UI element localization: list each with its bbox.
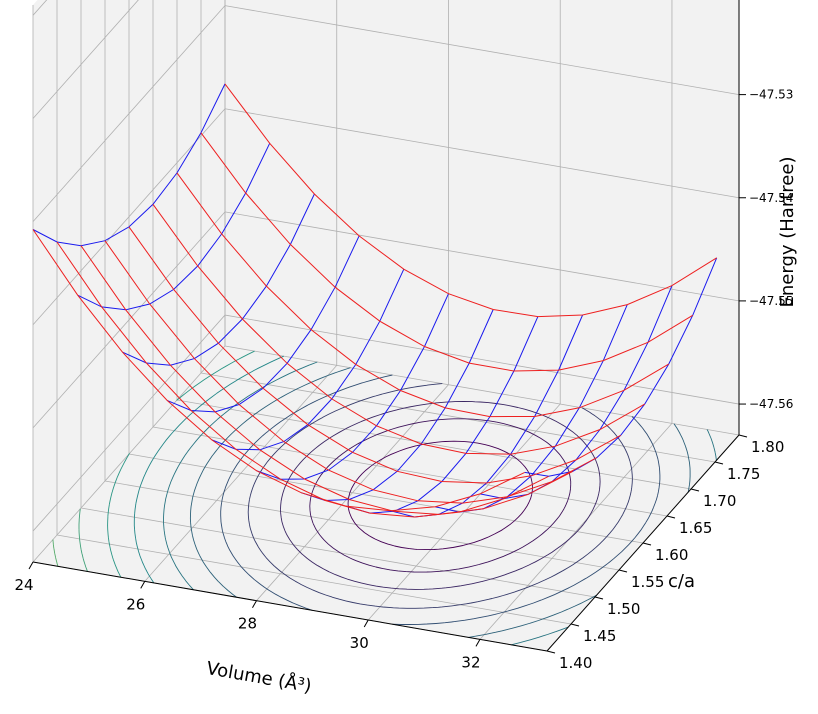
floor-grid-line (104, 480, 620, 571)
z-tick-label: −47.53 (749, 88, 793, 102)
x-tick (475, 639, 481, 647)
contour-line (52, 539, 59, 567)
back-grid-line (224, 211, 740, 302)
y-tick-label: 1.80 (751, 438, 784, 456)
contour-line (220, 374, 661, 625)
contour-line (78, 508, 88, 572)
left-grid-line (32, 108, 226, 326)
x-axis-label: Volume (Å³) (205, 657, 313, 697)
y-tick (690, 488, 700, 492)
floor-grid-line (152, 426, 668, 517)
z-tick-label: −47.54 (749, 191, 793, 205)
contour-line (309, 418, 572, 573)
x-tick (363, 619, 369, 628)
x-tick-label: 24 (14, 576, 33, 594)
y-tick (666, 515, 676, 519)
y-tick (714, 461, 724, 465)
y-tick (546, 650, 556, 654)
x-tick-label: 32 (461, 653, 480, 671)
wireframe-ca-lines (32, 83, 717, 518)
back-grid-line (224, 108, 740, 199)
y-tick (642, 542, 652, 546)
x-tick-label: 30 (350, 634, 369, 652)
wireframe-ca-line (32, 229, 525, 512)
contour-line (280, 401, 601, 590)
wireframe-ca-line (152, 204, 645, 455)
y-tick (570, 623, 580, 627)
floor-grid-line (176, 399, 692, 490)
wireframe-ca-line (104, 240, 597, 504)
floor-grid-line (80, 507, 596, 598)
back-pane (225, 0, 739, 435)
wireframe-ca-line (176, 172, 669, 418)
x-tick-label: 28 (238, 615, 257, 633)
wireframe-ca-line (200, 132, 693, 372)
y-tick-label: 1.55 (631, 573, 664, 591)
z-axis-label: Energy (Hartree) (777, 157, 798, 308)
wireframe-ca-line (56, 241, 549, 518)
contour-line (247, 383, 633, 609)
floor-grid-line (200, 372, 716, 463)
wireframe-ca-line (128, 226, 621, 484)
wireframe-ca-line (80, 245, 573, 515)
y-tick (738, 434, 748, 438)
tick-marks (28, 94, 748, 654)
left-grid-line (32, 211, 226, 429)
floor-grid-line (128, 453, 644, 544)
z-tick-label: −47.55 (749, 294, 793, 308)
y-tick-label: 1.45 (583, 627, 616, 645)
left-grid-line (32, 0, 139, 119)
y-tick-label: 1.60 (655, 546, 688, 564)
contour-line (133, 355, 284, 584)
z-tick-label: −47.56 (749, 397, 793, 411)
floor-grid-line (224, 345, 740, 436)
x-tick (140, 581, 146, 589)
contour-line (107, 350, 255, 578)
x-axis-line (32, 561, 548, 652)
y-tick-label: 1.40 (559, 654, 592, 672)
x-tick (252, 600, 257, 608)
y-tick-label: 1.65 (679, 519, 712, 537)
y-tick-label: 1.70 (703, 492, 736, 510)
contour-line (163, 361, 717, 646)
y-tick-label: 1.75 (727, 465, 760, 483)
tick-labels: 24 26 28 30 32 1.40 1.45 1.50 1.55 1.60 1.65 1.70 1.… (14, 88, 793, 672)
left-grid-line (32, 5, 226, 222)
y-tick (594, 596, 604, 600)
wireframe-ca-line (224, 83, 717, 318)
y-tick (618, 569, 628, 573)
left-grid-line (32, 314, 226, 532)
floor-grid-line (56, 534, 572, 625)
y-tick-label: 1.50 (607, 600, 640, 618)
x-tick-label: 26 (126, 595, 145, 613)
y-axis-label: c/a (668, 571, 695, 592)
back-grid-line (224, 5, 740, 96)
contour-line (189, 367, 691, 638)
x-tick (28, 561, 34, 570)
